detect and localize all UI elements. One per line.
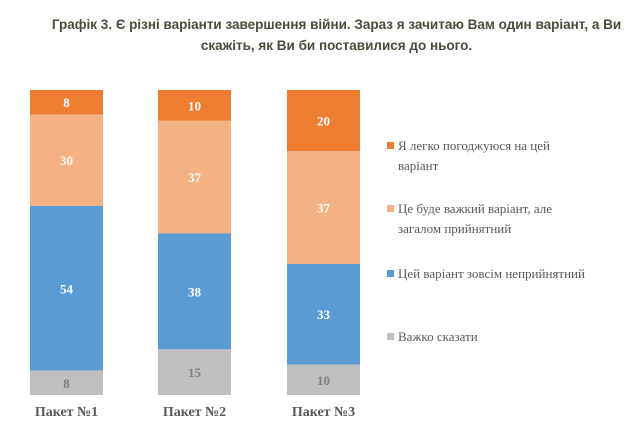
bar-segment <box>158 90 231 121</box>
data-label: 38 <box>188 284 202 299</box>
category-label: Пакет №2 <box>163 405 226 420</box>
category-label: Пакет №1 <box>35 405 98 420</box>
data-label: 15 <box>188 365 202 380</box>
bar-segment <box>287 263 360 365</box>
legend-label: загалом прийнятний <box>398 221 511 236</box>
legend-label: Цей варіант зовсім неприйнятний <box>398 266 585 281</box>
bar-segment <box>158 349 231 395</box>
bar-segment <box>158 120 231 234</box>
data-label: 20 <box>317 114 330 129</box>
legend-swatch <box>387 270 394 277</box>
bar-segment <box>158 233 231 350</box>
bar-segment <box>30 370 103 395</box>
bar-segment <box>287 151 360 264</box>
chart-title: Графік 3. Є різні варіанти завершення ві… <box>51 17 622 53</box>
data-label: 37 <box>188 170 202 185</box>
data-label: 10 <box>317 373 330 388</box>
data-label: 8 <box>63 95 70 110</box>
data-label: 30 <box>60 153 73 168</box>
bar-segment <box>287 90 360 151</box>
legend-label: Важко сказати <box>398 329 478 344</box>
legend-label: варіант <box>398 158 439 173</box>
legend-label: Це буде важкий варіант, але <box>398 201 552 216</box>
data-label: 33 <box>317 307 331 322</box>
category-label: Пакет №3 <box>292 405 355 420</box>
bar-segment <box>30 205 103 371</box>
bar-segment <box>287 364 360 395</box>
legend-swatch <box>387 333 394 340</box>
data-label: 8 <box>63 376 70 391</box>
legend-swatch <box>387 205 394 212</box>
data-label: 37 <box>317 200 331 215</box>
legend-label: Я легко погоджуюся на цей <box>398 138 550 153</box>
bar-segment <box>30 90 103 115</box>
data-label: 10 <box>188 98 201 113</box>
legend-swatch <box>387 142 394 149</box>
data-label: 54 <box>60 281 74 296</box>
bar-segment <box>30 114 103 206</box>
